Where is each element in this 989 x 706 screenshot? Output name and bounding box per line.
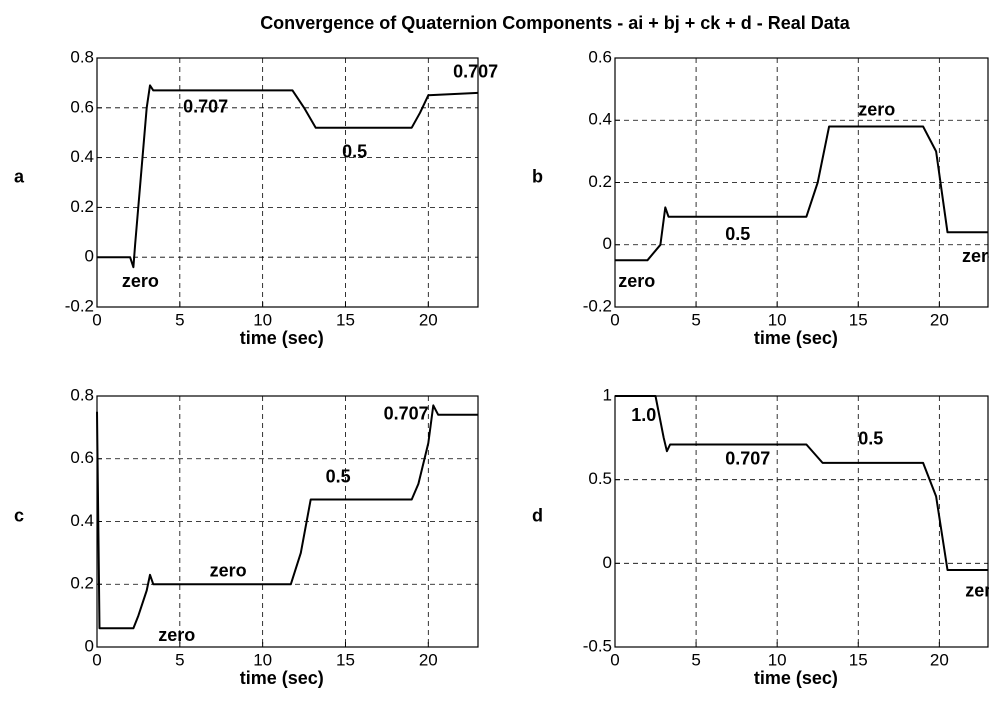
y-tick-label: 0.2 (588, 172, 612, 191)
plot-frame (614, 57, 989, 308)
y-axis-label: b (532, 166, 543, 186)
y-tick-label: 0.2 (70, 197, 94, 216)
annotation: zero (158, 625, 195, 645)
annotation: zero (122, 271, 159, 291)
y-tick-label: 0.6 (588, 47, 612, 66)
y-tick-label: 0.4 (588, 110, 612, 129)
annotation: zero (962, 246, 989, 266)
annotation: 0.707 (725, 448, 770, 468)
x-tick-label: 15 (336, 310, 355, 329)
y-tick-label: 0.2 (70, 574, 94, 593)
x-tick-label: 15 (336, 650, 355, 669)
y-tick-label: -0.2 (65, 296, 94, 315)
x-tick-label: 5 (691, 310, 700, 329)
x-tick-label: 10 (253, 310, 272, 329)
y-tick-label: 0.4 (70, 147, 94, 166)
x-tick-label: 10 (253, 650, 272, 669)
x-axis-label: time (sec) (240, 668, 324, 688)
annotation: 0.5 (725, 224, 750, 244)
y-tick-label: 0 (85, 247, 94, 266)
figure-title: Convergence of Quaternion Components - a… (260, 13, 851, 33)
annotation: zero (210, 560, 247, 580)
x-tick-label: 20 (930, 650, 949, 669)
x-tick-label: 10 (768, 310, 787, 329)
x-axis-label: time (sec) (754, 328, 838, 348)
annotation: 0.707 (453, 62, 498, 82)
plot-frame (614, 395, 989, 648)
x-axis-label: time (sec) (240, 328, 324, 348)
data-line (615, 125, 988, 262)
x-tick-label: 0 (92, 310, 101, 329)
y-tick-label: -0.2 (583, 296, 612, 315)
data-line (96, 404, 478, 630)
x-tick-label: 0 (610, 650, 619, 669)
y-tick-label: 0 (603, 234, 612, 253)
y-axis-label: a (14, 166, 25, 186)
y-tick-label: 0.8 (70, 47, 94, 66)
annotation: 0.5 (326, 466, 351, 486)
y-tick-label: -0.5 (583, 636, 612, 655)
y-axis-label: d (532, 505, 543, 525)
annotation: 0.5 (858, 428, 883, 448)
x-tick-label: 20 (930, 310, 949, 329)
y-tick-label: 0.5 (588, 469, 612, 488)
plot-frame (96, 395, 479, 648)
annotation: zero (618, 271, 655, 291)
y-tick-label: 0.8 (70, 385, 94, 404)
x-axis-label: time (sec) (754, 668, 838, 688)
y-tick-label: 0.6 (70, 448, 94, 467)
annotation: 1.0 (631, 405, 656, 425)
x-tick-label: 20 (419, 650, 438, 669)
annotation: zero (965, 581, 989, 601)
data-line (97, 84, 479, 269)
y-tick-label: 0.4 (70, 511, 94, 530)
y-tick-label: 1 (603, 385, 612, 404)
annotation: 0.5 (342, 141, 367, 161)
y-tick-label: 0.6 (70, 97, 94, 116)
x-tick-label: 10 (768, 650, 787, 669)
plot-frame (96, 57, 479, 308)
x-tick-label: 0 (92, 650, 101, 669)
x-tick-label: 5 (175, 650, 184, 669)
y-tick-label: 0 (85, 636, 94, 655)
annotation: 0.707 (183, 97, 228, 117)
x-tick-label: 5 (691, 650, 700, 669)
x-tick-label: 0 (610, 310, 619, 329)
x-tick-label: 5 (175, 310, 184, 329)
y-tick-label: 0 (603, 553, 612, 572)
annotation: 0.707 (384, 404, 429, 424)
annotation: zero (858, 100, 895, 120)
x-tick-label: 20 (419, 310, 438, 329)
x-tick-label: 15 (849, 650, 868, 669)
x-tick-label: 15 (849, 310, 868, 329)
data-line (615, 395, 988, 571)
y-axis-label: c (14, 505, 24, 525)
